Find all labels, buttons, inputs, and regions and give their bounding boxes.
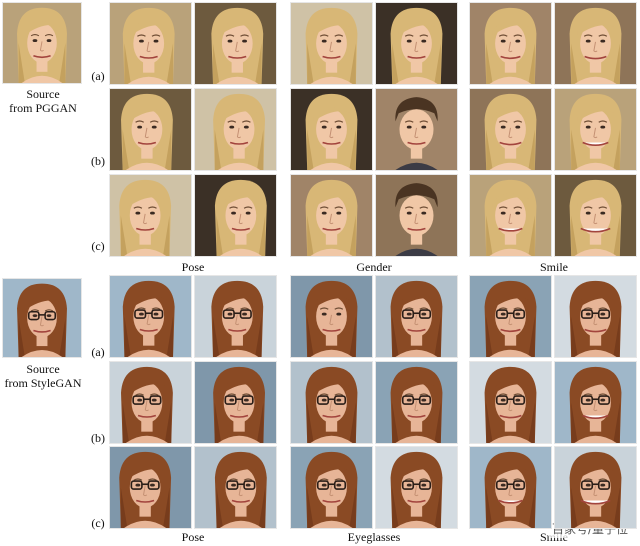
pggan-gender-a-1-face-image xyxy=(290,2,373,85)
stylegan-smile-b-1-face-image xyxy=(469,361,552,444)
pggan-gender-a-2-face-image xyxy=(375,2,458,85)
stylegan-row-label-b: (b) xyxy=(91,431,105,445)
stylegan-eyeglasses-b-1-face-image xyxy=(290,361,373,444)
pggan-column-label-smile: Smile xyxy=(539,260,568,274)
pggan-pose-c-2-face-image xyxy=(194,174,277,257)
pggan-source-face-image xyxy=(2,2,82,84)
stylegan-source-label-line2: from StyleGAN xyxy=(4,376,82,390)
stylegan-eyeglasses-a-2-face-image xyxy=(375,275,458,358)
stylegan-eyeglasses-b-2-face-image xyxy=(375,361,458,444)
pggan-smile-a-1-face-image xyxy=(469,2,552,85)
pggan-smile-a-2-face-image xyxy=(554,2,637,85)
stylegan-smile-a-2-face-image xyxy=(554,275,637,358)
stylegan-source-face-image xyxy=(2,278,82,358)
stylegan-eyeglasses-a-1-face-image xyxy=(290,275,373,358)
pggan-gender-c-2-face-image xyxy=(375,174,458,257)
stylegan-eyeglasses-c-2-face-image xyxy=(375,446,458,529)
pggan-row-label-c: (c) xyxy=(91,239,105,253)
stylegan-eyeglasses-c-1-face-image xyxy=(290,446,373,529)
pggan-pose-a-2-face-image xyxy=(194,2,277,85)
pggan-source-label-line1: Source xyxy=(26,87,60,101)
pggan-smile-b-1-face-image xyxy=(469,88,552,171)
pggan-smile-b-2-face-image xyxy=(554,88,637,171)
stylegan-pose-c-2-face-image xyxy=(194,446,277,529)
pggan-gender-b-1-face-image xyxy=(290,88,373,171)
stylegan-row-label-a: (a) xyxy=(91,345,105,359)
stylegan-column-label-pose: Pose xyxy=(181,530,205,544)
stylegan-pose-b-1-face-image xyxy=(109,361,192,444)
stylegan-pose-b-2-face-image xyxy=(194,361,277,444)
stylegan-column-label-eyeglasses: Eyeglasses xyxy=(347,530,401,544)
stylegan-smile-c-2-face-image xyxy=(554,446,637,529)
pggan-smile-c-2-face-image xyxy=(554,174,637,257)
pggan-column-label-gender: Gender xyxy=(356,260,392,274)
pggan-source-label-line2: from PGGAN xyxy=(9,101,77,115)
pggan-pose-b-2-face-image xyxy=(194,88,277,171)
stylegan-pose-c-1-face-image xyxy=(109,446,192,529)
pggan-gender-b-2-face-image xyxy=(375,88,458,171)
pggan-row-label-a: (a) xyxy=(91,69,105,83)
stylegan-pose-a-1-face-image xyxy=(109,275,192,358)
pggan-pose-b-1-face-image xyxy=(109,88,192,171)
pggan-pose-a-1-face-image xyxy=(109,2,192,85)
pggan-smile-c-1-face-image xyxy=(469,174,552,257)
stylegan-source-label-line1: Source xyxy=(26,362,60,376)
pggan-gender-c-1-face-image xyxy=(290,174,373,257)
stylegan-pose-a-2-face-image xyxy=(194,275,277,358)
stylegan-row-label-c: (c) xyxy=(91,516,105,530)
stylegan-smile-c-1-face-image xyxy=(469,446,552,529)
pggan-row-label-b: (b) xyxy=(91,154,105,168)
stylegan-smile-a-1-face-image xyxy=(469,275,552,358)
stylegan-smile-b-2-face-image xyxy=(554,361,637,444)
pggan-pose-c-1-face-image xyxy=(109,174,192,257)
pggan-column-label-pose: Pose xyxy=(181,260,205,274)
